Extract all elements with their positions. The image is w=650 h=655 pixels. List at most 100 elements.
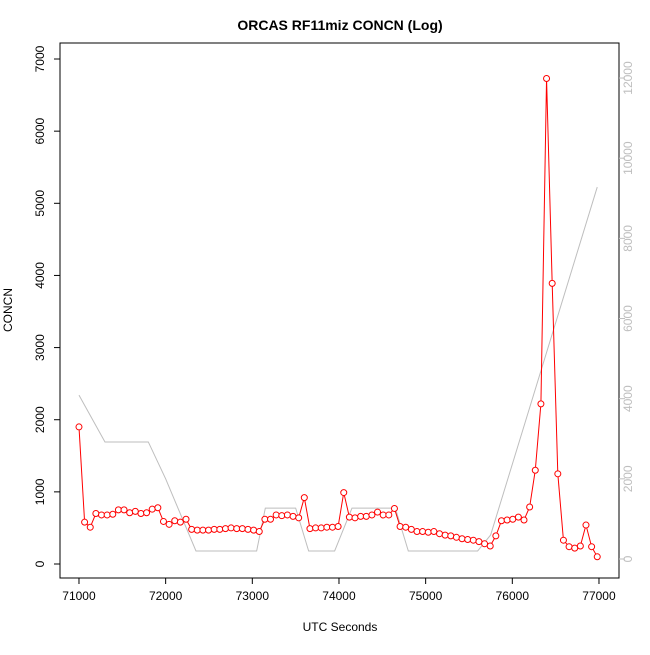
data-point	[312, 524, 320, 532]
data-point	[492, 532, 500, 540]
data-point	[582, 521, 590, 529]
data-point	[272, 511, 280, 519]
data-point	[464, 535, 472, 543]
data-point	[86, 523, 94, 531]
data-point	[205, 526, 213, 534]
data-point	[317, 524, 325, 532]
data-point	[216, 525, 224, 533]
data-point	[396, 522, 404, 530]
data-point	[593, 553, 601, 561]
data-point	[531, 466, 539, 474]
data-point	[238, 525, 246, 533]
data-point	[199, 526, 207, 534]
data-point	[486, 542, 494, 550]
data-point	[576, 542, 584, 550]
chart-title: ORCAS RF11miz CONCN (Log)	[237, 17, 442, 33]
data-point	[154, 504, 162, 512]
y-tick-label: 7000	[33, 45, 47, 72]
data-point	[159, 517, 167, 525]
data-point	[554, 470, 562, 478]
x-tick-label: 76000	[496, 589, 530, 603]
data-point	[413, 528, 421, 536]
data-point	[114, 506, 122, 514]
data-point	[379, 511, 387, 519]
y2-tick-label: 12000	[621, 61, 635, 95]
data-point	[92, 510, 100, 518]
y2-tick-label: 2000	[621, 465, 635, 492]
data-point	[81, 518, 89, 526]
data-point	[351, 514, 359, 522]
y2-tick-label: 4000	[621, 385, 635, 412]
data-point	[402, 523, 410, 531]
data-point	[357, 512, 365, 520]
data-point	[334, 522, 342, 530]
data-point	[244, 525, 252, 533]
data-point	[385, 511, 393, 519]
data-point	[571, 544, 579, 552]
data-point	[171, 517, 179, 525]
y-tick-label: 1000	[33, 478, 47, 505]
data-point	[497, 517, 505, 525]
data-point	[109, 510, 117, 518]
data-point	[193, 526, 201, 534]
data-point	[419, 528, 427, 536]
data-point	[362, 512, 370, 520]
y2-tick-label: 8000	[621, 225, 635, 252]
data-point	[120, 506, 128, 514]
data-point	[306, 525, 314, 533]
data-point	[261, 515, 269, 523]
data-point	[565, 543, 573, 551]
data-point	[143, 509, 151, 517]
data-point	[295, 514, 303, 522]
data-point	[548, 279, 556, 287]
data-point	[210, 525, 218, 533]
series-line	[78, 186, 598, 552]
x-axis-label: UTC Seconds	[303, 620, 378, 634]
y-tick-label: 4000	[33, 262, 47, 289]
y-tick-label: 0	[33, 560, 47, 567]
x-tick-label: 73000	[236, 589, 270, 603]
data-point	[289, 512, 297, 520]
y2-tick-label: 6000	[621, 305, 635, 332]
data-point	[137, 510, 145, 518]
data-point	[374, 508, 382, 516]
data-point	[278, 512, 286, 520]
data-point	[233, 525, 241, 533]
data-point	[559, 536, 567, 544]
x-tick-label: 77000	[582, 589, 616, 603]
data-point	[447, 532, 455, 540]
data-point	[514, 513, 522, 521]
data-point	[131, 507, 139, 515]
data-point	[188, 525, 196, 533]
data-point	[458, 535, 466, 543]
y-tick-label: 3000	[33, 334, 47, 361]
y2-tick-label: 0	[621, 555, 635, 562]
data-point	[300, 494, 308, 502]
data-point	[283, 511, 291, 519]
data-point	[452, 533, 460, 541]
y-axis-label: CONCN	[1, 288, 15, 332]
x-tick-label: 75000	[409, 589, 443, 603]
data-point	[148, 505, 156, 513]
series-line	[78, 78, 598, 558]
data-point	[390, 504, 398, 512]
data-point	[182, 515, 190, 523]
data-point	[481, 540, 489, 548]
data-point	[255, 528, 263, 536]
data-point	[537, 400, 545, 408]
data-point	[407, 525, 415, 533]
data-point	[250, 526, 258, 534]
data-point	[430, 528, 438, 536]
y-tick-label: 6000	[33, 117, 47, 144]
data-point	[323, 523, 331, 531]
data-point	[165, 520, 173, 528]
data-point	[588, 543, 596, 551]
data-point	[526, 503, 534, 511]
data-point	[436, 530, 444, 538]
y-tick-label: 2000	[33, 406, 47, 433]
data-point	[126, 509, 134, 517]
data-point	[520, 516, 528, 524]
data-point	[424, 528, 432, 536]
data-point	[328, 523, 336, 531]
